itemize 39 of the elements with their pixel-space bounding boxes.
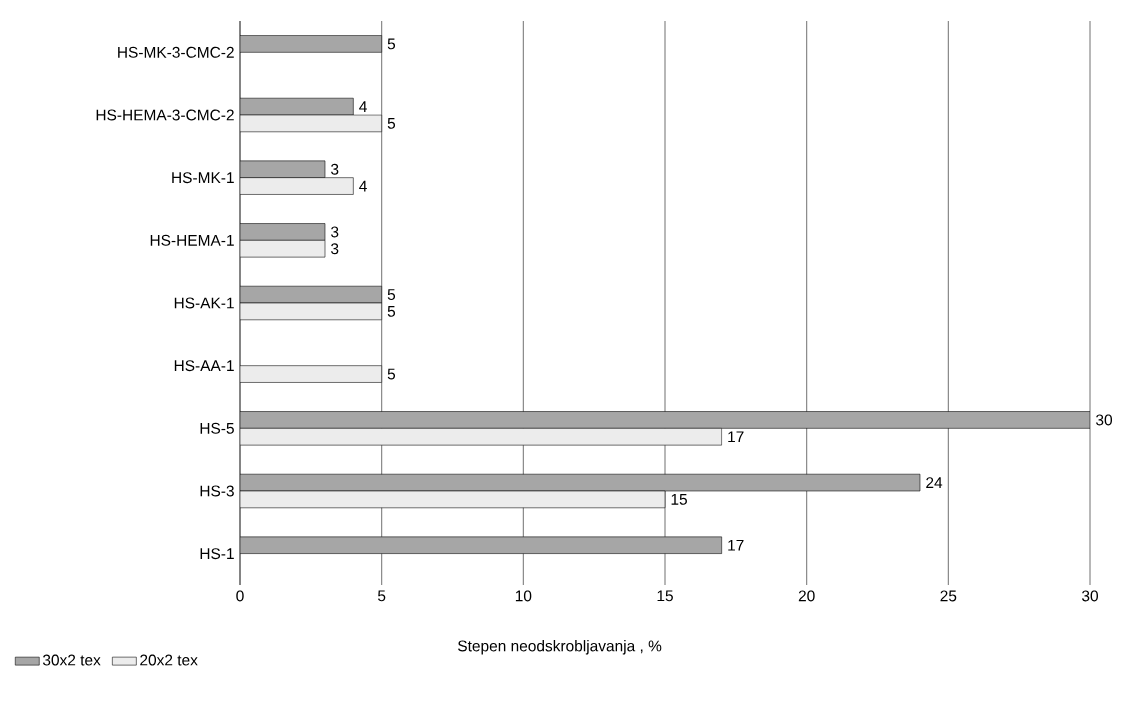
data-label: 5: [387, 306, 396, 317]
bar: [240, 177, 354, 195]
y-tick-label: HS-HEMA-3-CMC-2: [96, 109, 234, 121]
data-label: 5: [387, 368, 396, 380]
x-axis-title: Stepen neodskrobljavanja , %: [458, 640, 662, 655]
data-label: 5: [387, 289, 396, 300]
x-tick-label: 15: [657, 590, 673, 602]
bar: [240, 35, 382, 53]
data-label: 30: [1096, 414, 1113, 426]
data-label: 17: [728, 539, 744, 551]
y-tick-label: HS-HEMA-1: [150, 234, 234, 246]
y-tick-label: HS-MK-3-CMC-2: [118, 46, 234, 58]
legend-label: 30x2 tex: [42, 654, 101, 666]
data-label: 5: [387, 38, 396, 50]
bar: [240, 365, 382, 383]
y-tick-label: HS-AK-1: [174, 297, 234, 309]
x-tick-label: 10: [515, 590, 532, 602]
x-tick-label: 5: [377, 590, 386, 602]
x-tick-label: 20: [798, 590, 815, 602]
bar: [240, 411, 1090, 429]
data-label: 4: [359, 180, 367, 192]
x-tick-label: 30: [1082, 590, 1098, 602]
legend-label: 20x2 tex: [140, 654, 198, 666]
data-label: 3: [331, 243, 339, 255]
y-tick-label: HS-1: [200, 548, 234, 560]
y-tick-label: HS-MK-1: [172, 172, 234, 184]
y-tick-label: HS-AA-1: [174, 360, 234, 372]
data-label: 3: [331, 163, 339, 175]
data-label: 15: [671, 494, 687, 505]
data-label: 24: [926, 477, 943, 488]
data-label: 3: [331, 226, 339, 238]
data-label: 5: [387, 118, 396, 129]
bar: [240, 223, 326, 241]
x-tick-label: 25: [940, 590, 957, 602]
x-tick-label: 0: [236, 590, 244, 602]
data-label: 4: [359, 101, 367, 112]
y-tick-label: HS-5: [200, 422, 234, 434]
y-tick-label: HS-3: [200, 485, 234, 497]
data-label: 17: [728, 431, 744, 443]
